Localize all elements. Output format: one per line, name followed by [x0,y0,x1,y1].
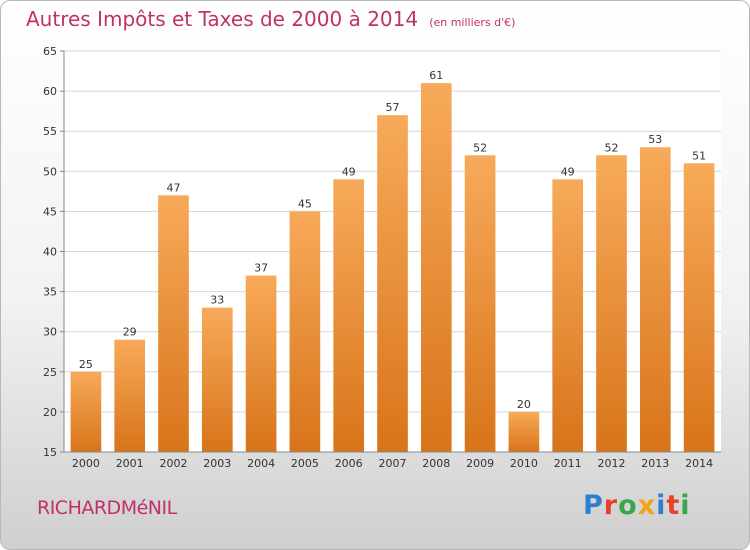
axes [63,51,721,453]
x-tick-label-2006: 2006 [335,457,363,470]
data-label-2004: 37 [254,262,268,275]
bars: 25 29 47 33 37 45 49 57 61 52 20 49 52 53 51 [70,69,715,453]
data-label-2009: 52 [473,141,487,154]
bar-2010 [508,411,540,452]
y-tick-label: 35 [43,286,57,299]
chart-title: Autres Impôts et Taxes de 2000 à 2014 [26,7,419,31]
bar-2013 [639,147,671,453]
x-tick-label-2002: 2002 [160,457,188,470]
bar-2007 [377,115,408,452]
chart-subtitle: (en milliers d'€) [429,16,516,29]
data-label-2007: 57 [386,101,400,114]
x-tick-label-2007: 2007 [379,457,407,470]
logo-letter: i [680,490,691,521]
title-block: Autres Impôts et Taxes de 2000 à 2014 (e… [26,7,515,31]
y-tick-label: 30 [43,326,57,339]
x-axis-labels: 2000 2001 2002 2003 2004 2005 2006 2007 2008 2009… [72,457,713,470]
data-label-2011: 49 [561,165,575,178]
x-tick-label-2005: 2005 [291,457,319,470]
y-tick-label: 40 [43,246,57,259]
x-tick-label-2001: 2001 [116,457,144,470]
logo-letter: P [583,490,604,521]
logo-letter: o [618,490,638,521]
y-tick-label: 55 [43,125,57,138]
data-label-2001: 29 [123,326,137,339]
x-tick-label-2000: 2000 [72,457,100,470]
bar-2006 [333,179,365,452]
logo-letter: i [656,490,667,521]
y-tick-label: 45 [43,205,57,218]
bar-2008 [420,83,452,452]
data-label-2002: 47 [167,181,181,194]
bar-2014 [683,163,715,452]
y-tick-label: 20 [43,406,57,419]
bar-2011 [552,179,584,452]
data-label-2014: 51 [692,149,706,162]
x-tick-label-2014: 2014 [685,457,713,470]
data-label-2013: 53 [648,133,662,146]
y-tick-label: 25 [43,366,57,379]
data-label-2005: 45 [298,197,312,210]
x-tick-label-2004: 2004 [247,457,275,470]
logo-letter: x [637,490,657,521]
y-tick-label: 65 [43,45,57,58]
bar-2009 [464,155,496,452]
x-tick-label-2012: 2012 [598,457,626,470]
x-tick-label-2003: 2003 [203,457,231,470]
x-tick-label-2009: 2009 [466,457,494,470]
bar-2001 [114,339,146,452]
commune-name: RICHARDMéNIL [37,497,177,519]
data-label-2003: 33 [210,294,224,307]
x-tick-label-2008: 2008 [422,457,450,470]
data-label-2006: 49 [342,165,356,178]
x-tick-label-2010: 2010 [510,457,538,470]
y-axis-labels: 15 20 25 30 35 40 45 50 55 60 65 [43,45,57,459]
bar-2012 [596,155,627,452]
x-tick-label-2013: 2013 [641,457,669,470]
bar-2000 [70,371,102,452]
y-tick-label: 50 [43,165,57,178]
logo-letter: t [666,490,681,521]
y-tick-label: 15 [43,446,57,459]
bar-2005 [289,211,321,452]
bar-2002 [158,195,189,453]
x-tick-label-2011: 2011 [554,457,582,470]
bar-2003 [201,307,233,452]
bar-2004 [245,275,277,452]
y-tick-label: 60 [43,85,57,98]
proxiti-logo: Proxiti [583,490,691,521]
data-label-2008: 61 [429,69,443,82]
data-label-2000: 25 [79,358,93,371]
data-label-2012: 52 [605,141,619,154]
logo-letter: r [603,490,619,521]
data-label-2010: 20 [517,398,531,411]
